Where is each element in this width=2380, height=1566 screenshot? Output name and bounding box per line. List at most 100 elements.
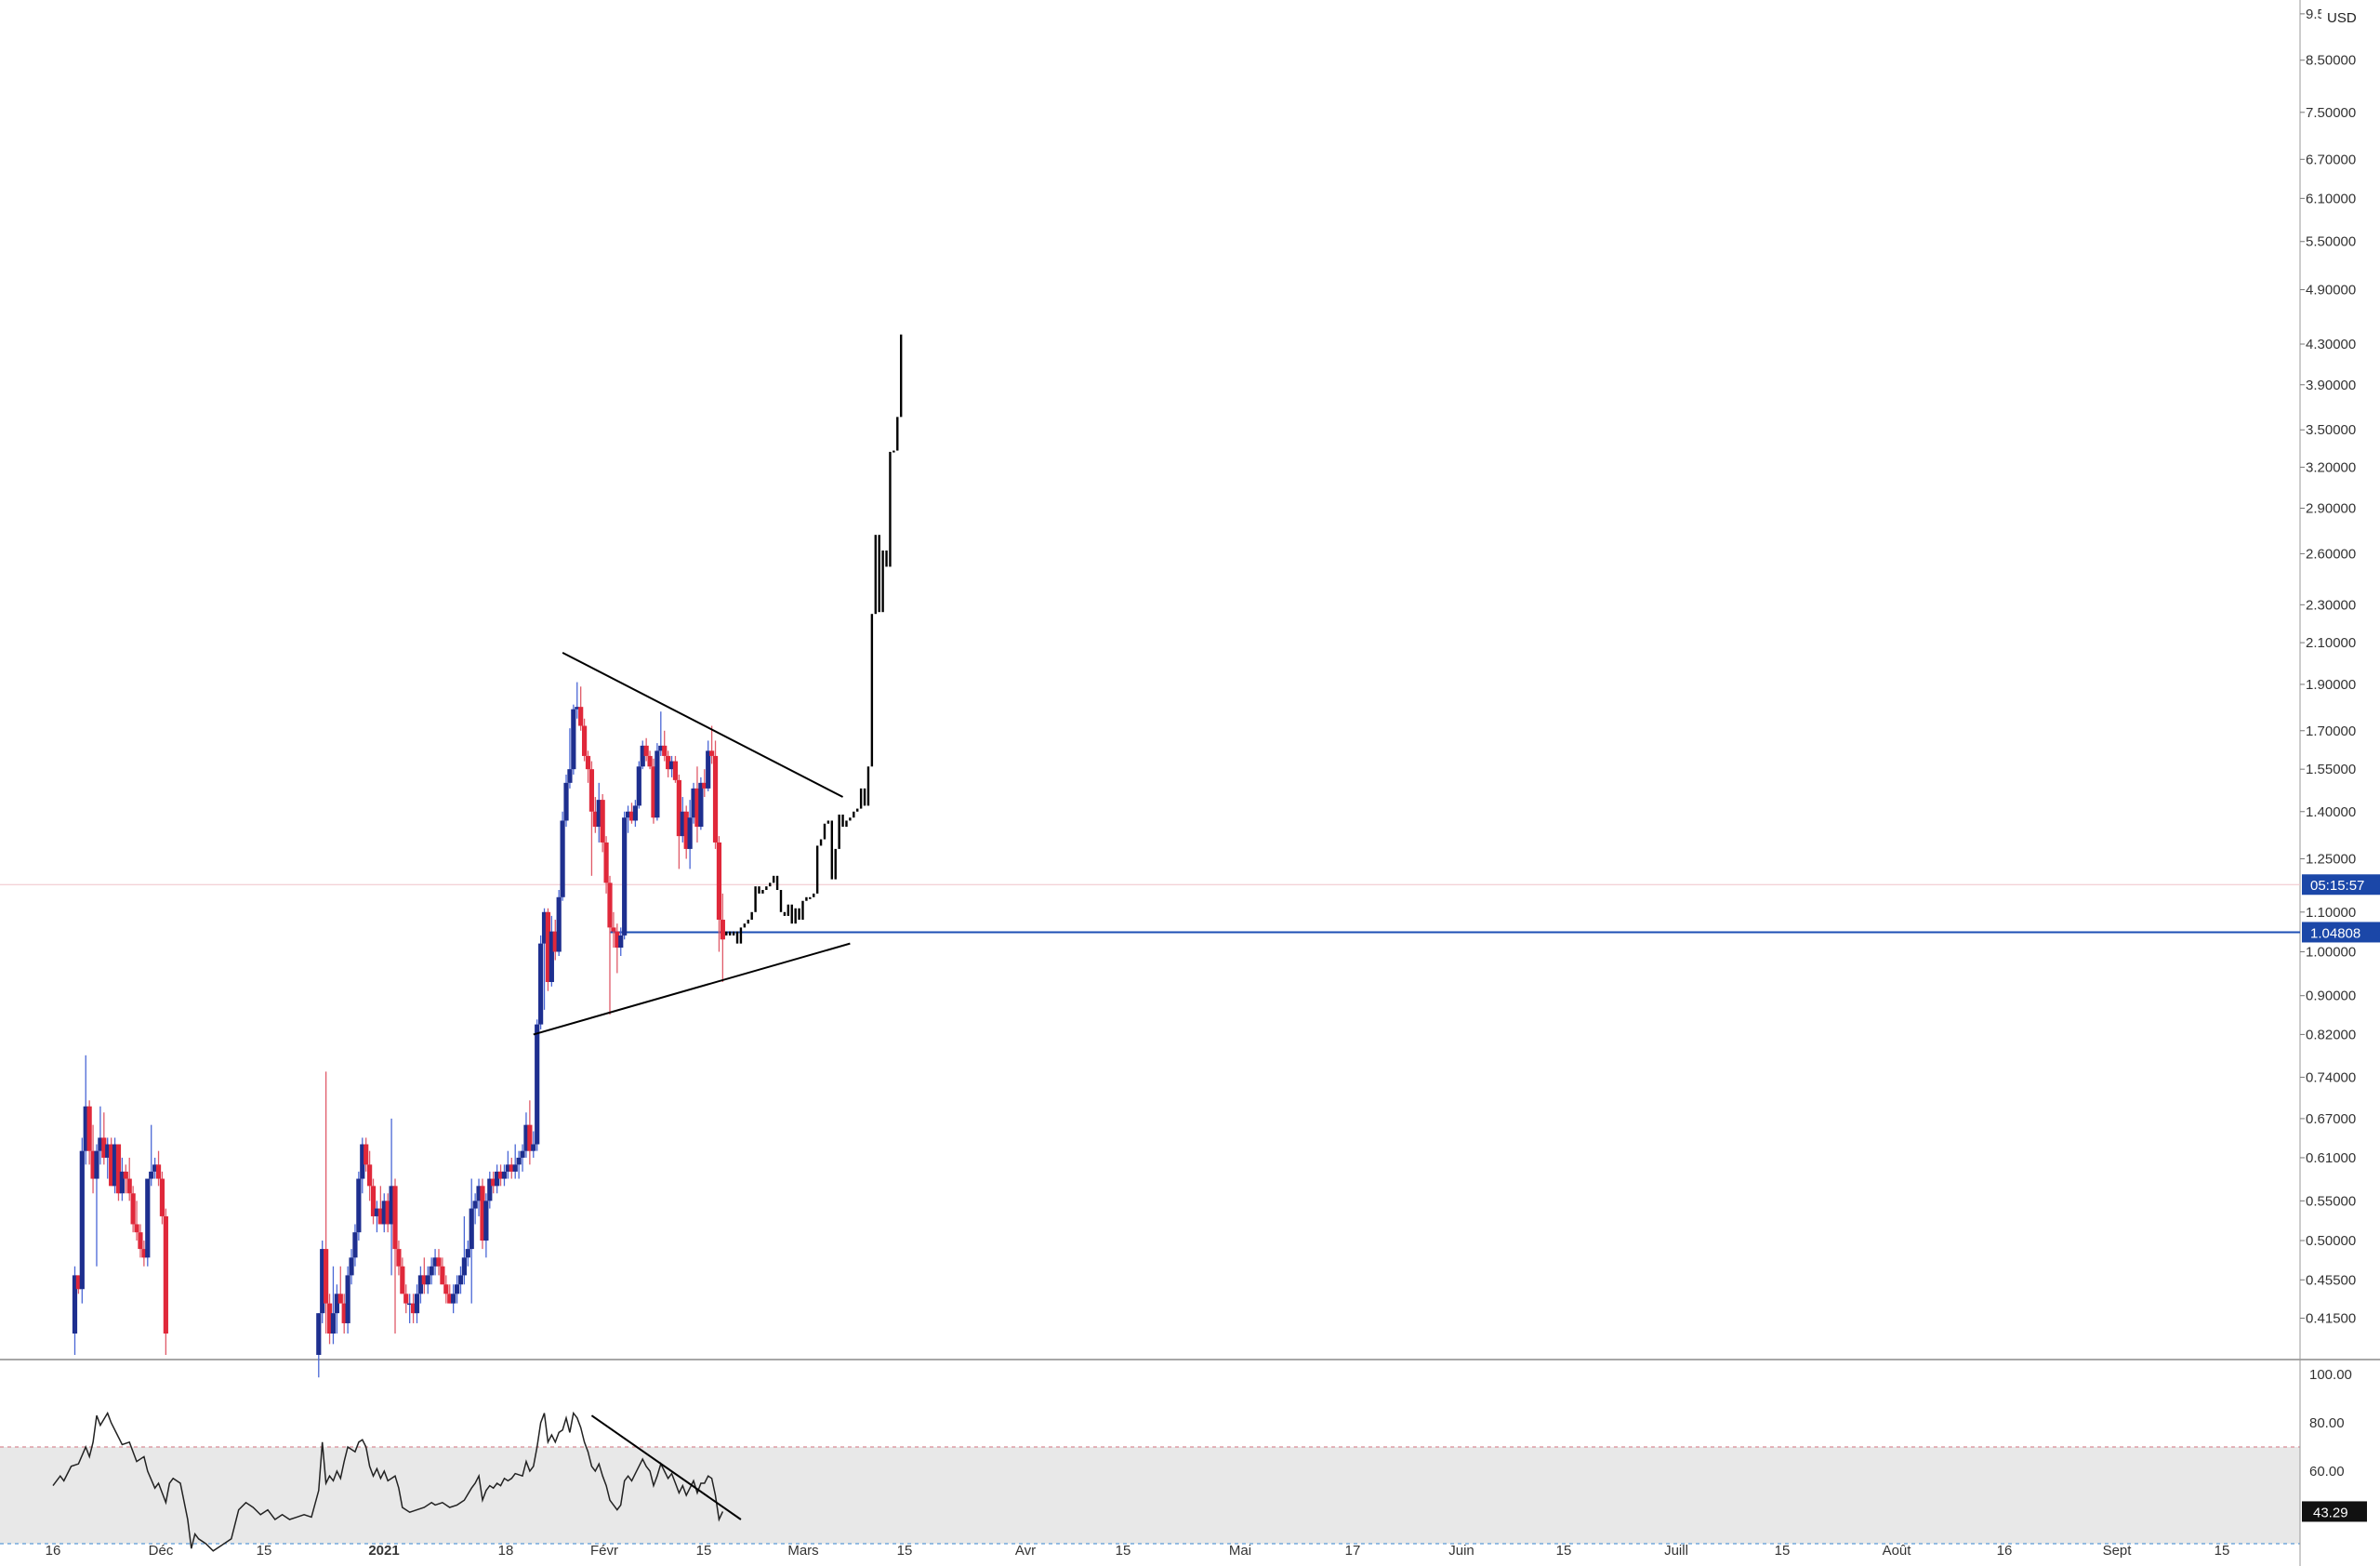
candle [145,1178,151,1267]
candle [694,766,700,843]
candle-body [451,1294,456,1304]
candle-body [636,766,641,806]
projection-bar [870,614,874,767]
rsi-axis-label: 80.00 [2309,1415,2345,1431]
projection-bar [841,814,844,828]
projection-bar [889,451,892,567]
candle [702,769,707,798]
candle [115,1144,122,1201]
currency-label[interactable]: USD [2327,10,2357,26]
candle [698,776,704,830]
candle-body [560,820,565,897]
time-axis-label: Juin [1448,1543,1474,1559]
candle [683,805,689,859]
candle-body [134,1224,139,1233]
currency-tag-bg[interactable] [2321,6,2359,28]
candle-body [720,920,725,940]
projection-bar [732,931,735,936]
candle [421,1257,427,1294]
candle [341,1294,347,1334]
candle [615,923,620,974]
price-axis-label: 0.45500 [2306,1272,2356,1288]
candle-body [440,1266,445,1285]
projection-bar [779,890,783,912]
candle-body [666,755,671,770]
candle-body [159,1178,165,1216]
candle [334,1284,339,1334]
time-axis-label: 15 [897,1543,913,1559]
projection-bar [765,886,768,891]
candle [101,1112,107,1165]
candle [407,1294,413,1323]
price-axis-label: 0.82000 [2306,1027,2356,1042]
candle-body [163,1215,168,1334]
candle-body [90,1150,96,1179]
candle [651,758,656,824]
candle-body [403,1294,409,1304]
candle [98,1106,103,1165]
projection-bar [815,845,819,894]
projection-bar [769,883,772,887]
candle-body [549,931,554,983]
candle [611,911,616,949]
candle [487,1171,493,1209]
triangle-lower-trendline[interactable] [533,942,851,1036]
candle-body [672,761,679,780]
candle [83,1055,88,1165]
candle-body [585,755,591,770]
candle [560,811,565,901]
candle [632,800,638,828]
candle-body [683,811,689,849]
candle-body [476,1186,482,1201]
candle-body [341,1303,347,1323]
candle [403,1284,409,1314]
candle [349,1249,354,1285]
candle [505,1150,510,1179]
candles-layer [72,682,725,1378]
rsi-current-label: 43.29 [2313,1505,2348,1520]
rsi-divergence-trendline[interactable] [590,1414,742,1520]
price-axis-label: 1.25000 [2306,852,2356,868]
rsi-band-fill [0,1447,2300,1544]
projection-bar [881,550,884,613]
time-axis-label: 16 [1997,1543,2013,1559]
time-axis-label: 15 [1556,1543,1572,1559]
candle-body [145,1178,151,1258]
candle [687,800,693,869]
candle-body [527,1124,533,1151]
candle [585,750,591,783]
time-axis-label: Avr [1015,1543,1036,1559]
candle-body [414,1294,420,1314]
candle-body [662,745,668,756]
candle-body [472,1201,478,1209]
triangle-upper-trendline[interactable] [562,652,844,798]
candle [112,1137,118,1194]
candle [592,797,598,833]
projection-bar [853,811,855,818]
candle [400,1257,405,1294]
candle-body [94,1150,99,1179]
candle [691,782,696,824]
countdown-label: 05:15:57 [2310,878,2364,894]
projection-bar [859,788,863,809]
projection-bar [775,875,779,891]
candle-body [607,883,613,928]
candle [668,755,675,777]
candle [447,1284,453,1304]
candle-body [377,1208,383,1225]
candle [625,805,631,833]
candle [130,1186,136,1233]
candle-body [149,1171,154,1179]
candle [155,1150,162,1187]
candle [385,1193,390,1233]
candle [469,1178,474,1304]
candle [476,1178,482,1216]
projection-bar [878,535,880,613]
candle-body [535,1024,540,1145]
candle [377,1186,383,1225]
candle-body [389,1186,394,1225]
time-axis-label: 15 [2215,1543,2230,1559]
candle [396,1241,402,1276]
